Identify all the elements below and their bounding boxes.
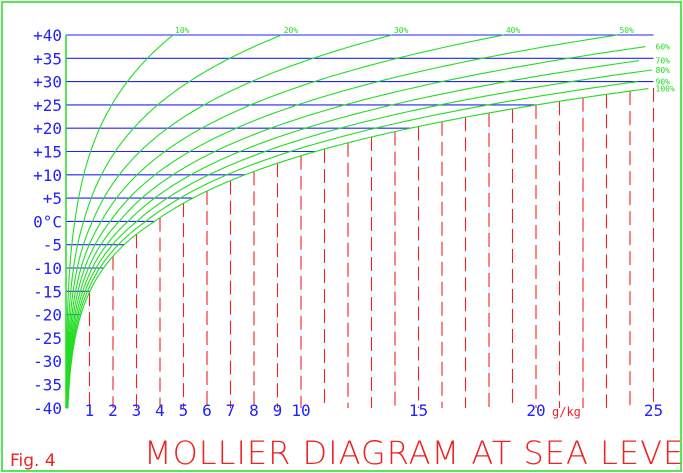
x-tick-label: 7 xyxy=(226,401,236,420)
x-tick-label: 4 xyxy=(155,401,165,420)
x-tick-label: 3 xyxy=(132,401,142,420)
y-tick-label: +15 xyxy=(33,143,62,162)
rh-label: 70% xyxy=(656,57,671,66)
rh-curve xyxy=(66,34,505,408)
rh-label: 40% xyxy=(506,26,521,35)
rh-label: 30% xyxy=(394,26,409,35)
y-tick-labels: +40 +35 +30 +25 +20 +15 +10 +5 0°C -5 -10 -15 -20 -25… xyxy=(33,26,62,418)
rh-curve xyxy=(66,34,393,408)
x-unit-label: g/kg xyxy=(552,405,581,419)
y-tick-label: +35 xyxy=(33,49,62,68)
x-tick-label: 2 xyxy=(108,401,118,420)
rh-label: 20% xyxy=(284,26,299,35)
chart-title: MOLLIER DIAGRAM AT SEA LEVEL xyxy=(144,434,683,472)
y-tick-label: -20 xyxy=(33,306,62,325)
y-tick-label: +20 xyxy=(33,119,62,138)
humidity-gridlines xyxy=(88,87,655,408)
rh-label: 50% xyxy=(619,26,634,35)
rh-curves xyxy=(65,34,652,408)
y-tick-label: -35 xyxy=(33,376,62,395)
rh-label: 60% xyxy=(656,43,671,52)
x-tick-labels: 1 2 3 4 5 6 7 8 9 10 15 20 25 xyxy=(85,401,663,420)
y-tick-label: +40 xyxy=(33,26,62,45)
x-tick-label: 8 xyxy=(249,401,259,420)
x-tick-label: 10 xyxy=(291,401,310,420)
figure-label: Fig. 4 xyxy=(10,451,56,471)
y-tick-label: -5 xyxy=(43,236,62,255)
rh-curve xyxy=(66,69,652,408)
rh-curve xyxy=(67,81,638,408)
rh-curve xyxy=(65,34,282,408)
y-tick-label: +25 xyxy=(33,96,62,115)
y-tick-label: -25 xyxy=(33,329,62,348)
y-tick-label: +5 xyxy=(43,189,62,208)
rh-labels: 10% 20% 30% 40% 50% 60% 70%80% 90%100% xyxy=(175,26,675,94)
x-tick-label: 5 xyxy=(179,401,189,420)
x-tick-label: 9 xyxy=(273,401,283,420)
y-tick-label: 0°C xyxy=(33,212,62,231)
rh-label: 100% xyxy=(656,85,675,94)
rh-label: 10% xyxy=(175,26,190,35)
y-tick-label: -15 xyxy=(33,282,62,301)
rh-curve xyxy=(67,88,649,408)
y-tick-label: -40 xyxy=(33,399,62,418)
x-tick-label: 20 xyxy=(526,401,545,420)
x-tick-label: 6 xyxy=(202,401,212,420)
rh-curve xyxy=(66,60,639,408)
y-tick-label: +30 xyxy=(33,73,62,92)
y-tick-label: -10 xyxy=(33,259,62,278)
y-tick-label: -30 xyxy=(33,352,62,371)
y-tick-label: +10 xyxy=(33,166,62,185)
rh-curve xyxy=(66,46,646,408)
x-tick-label: 15 xyxy=(409,401,428,420)
rh-label: 80% xyxy=(656,66,671,75)
x-tick-label: 1 xyxy=(85,401,95,420)
rh-curve xyxy=(66,34,618,408)
x-tick-label: 25 xyxy=(644,401,663,420)
rh-label: 90% xyxy=(656,78,671,87)
rh-curve xyxy=(65,34,174,408)
